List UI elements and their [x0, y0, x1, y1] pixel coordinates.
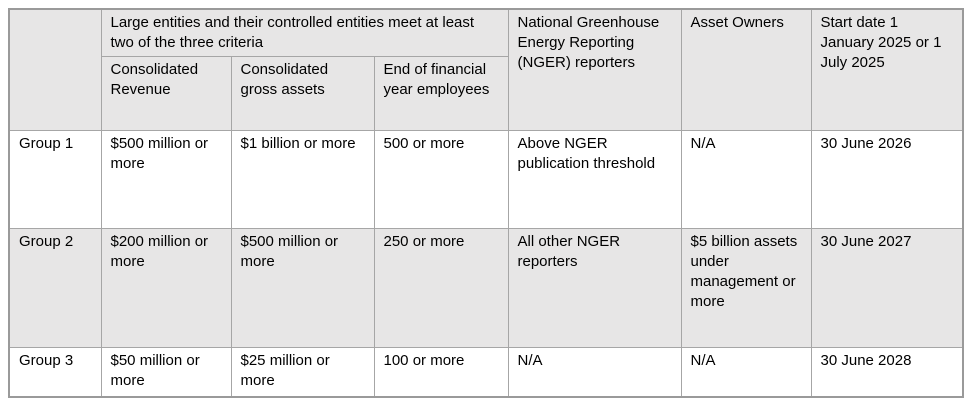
group-2-label: Group 2 — [8, 228, 102, 348]
group-1-employees: 500 or more — [373, 130, 509, 229]
group-3-asset-owners: N/A — [680, 347, 812, 397]
group-1-asset-owners: N/A — [680, 130, 812, 229]
table-row-group-2: Group 2 $200 million or more $500 millio… — [8, 228, 964, 348]
group-3-start-date: 30 June 2028 — [810, 347, 964, 397]
header-consolidated-gross-assets: Consolidated gross assets — [230, 56, 375, 131]
group-2-asset-owners: $5 billion assets under management or mo… — [680, 228, 812, 348]
group-3-consolidated-gross-assets: $25 million or more — [230, 347, 375, 397]
group-3-consolidated-revenue: $50 million or more — [100, 347, 232, 397]
header-nger-reporters: National Greenhouse Energy Reporting (NG… — [507, 8, 682, 131]
group-3-nger: N/A — [507, 347, 682, 397]
group-3-label: Group 3 — [8, 347, 102, 397]
group-1-consolidated-gross-assets: $1 billion or more — [230, 130, 375, 229]
header-corner-blank-cell — [8, 8, 102, 131]
group-1-label: Group 1 — [8, 130, 102, 229]
table-row-group-1: Group 1 $500 million or more $1 billion … — [8, 130, 964, 229]
header-consolidated-revenue: Consolidated Revenue — [100, 56, 232, 131]
header-start-date: Start date 1 January 2025 or 1 July 2025 — [810, 8, 964, 131]
group-2-employees: 250 or more — [373, 228, 509, 348]
group-2-consolidated-revenue: $200 million or more — [100, 228, 232, 348]
group-2-consolidated-gross-assets: $500 million or more — [230, 228, 375, 348]
header-end-of-fy-employees: End of financial year employees — [373, 56, 509, 131]
group-2-nger: All other NGER reporters — [507, 228, 682, 348]
header-criteria-group-title: Large entities and their controlled enti… — [100, 8, 509, 57]
group-1-consolidated-revenue: $500 million or more — [100, 130, 232, 229]
group-1-start-date: 30 June 2026 — [810, 130, 964, 229]
reporting-groups-table: Large entities and their controlled enti… — [8, 8, 964, 398]
header-asset-owners: Asset Owners — [680, 8, 812, 131]
group-2-start-date: 30 June 2027 — [810, 228, 964, 348]
group-1-nger: Above NGER publication threshold — [507, 130, 682, 229]
table-row-group-3: Group 3 $50 million or more $25 million … — [8, 347, 964, 397]
group-3-employees: 100 or more — [373, 347, 509, 397]
